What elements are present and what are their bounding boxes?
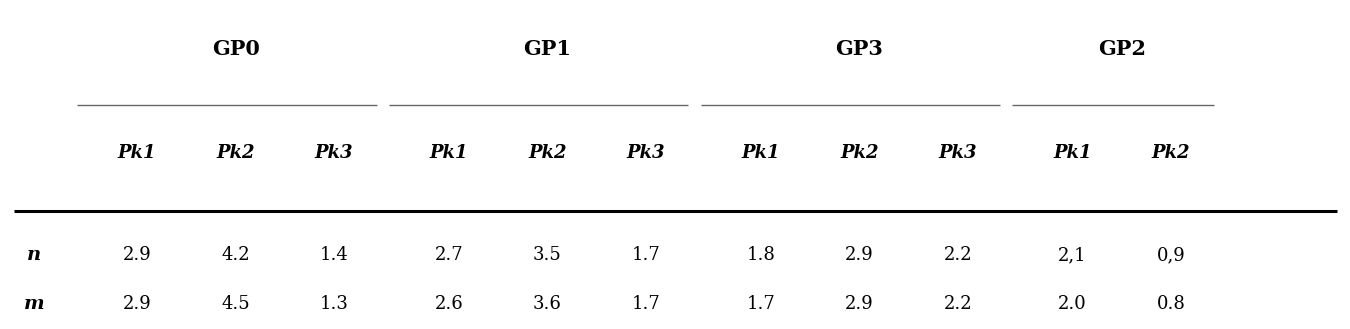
Text: GP0: GP0 [212, 39, 259, 59]
Text: GP3: GP3 [836, 39, 883, 59]
Text: m: m [23, 295, 45, 313]
Text: GP1: GP1 [524, 39, 571, 59]
Text: Pk1: Pk1 [741, 144, 780, 162]
Text: 2.7: 2.7 [435, 246, 463, 264]
Text: n: n [27, 246, 40, 264]
Text: Pk3: Pk3 [626, 144, 666, 162]
Text: 4.5: 4.5 [221, 295, 250, 313]
Text: Pk2: Pk2 [840, 144, 879, 162]
Text: 3.6: 3.6 [533, 295, 562, 313]
Text: Pk2: Pk2 [1152, 144, 1191, 162]
Text: Pk1: Pk1 [117, 144, 157, 162]
Text: 2,1: 2,1 [1058, 246, 1087, 264]
Text: 1.7: 1.7 [632, 295, 660, 313]
Text: GP2: GP2 [1098, 39, 1146, 59]
Text: 2.2: 2.2 [944, 295, 972, 313]
Text: Pk1: Pk1 [429, 144, 468, 162]
Text: 1.8: 1.8 [747, 246, 775, 264]
Text: 4.2: 4.2 [221, 246, 250, 264]
Text: 2.6: 2.6 [435, 295, 463, 313]
Text: Pk2: Pk2 [216, 144, 255, 162]
Text: 2.9: 2.9 [845, 295, 873, 313]
Text: 1.7: 1.7 [632, 246, 660, 264]
Text: 2.0: 2.0 [1058, 295, 1087, 313]
Text: 2.9: 2.9 [123, 246, 151, 264]
Text: 1.3: 1.3 [320, 295, 348, 313]
Text: Pk3: Pk3 [315, 144, 354, 162]
Text: 2.9: 2.9 [845, 246, 873, 264]
Text: 1.4: 1.4 [320, 246, 348, 264]
Text: Pk1: Pk1 [1053, 144, 1092, 162]
Text: 1.7: 1.7 [747, 295, 775, 313]
Text: 0,9: 0,9 [1157, 246, 1185, 264]
Text: Pk3: Pk3 [938, 144, 977, 162]
Text: 2.2: 2.2 [944, 246, 972, 264]
Text: 2.9: 2.9 [123, 295, 151, 313]
Text: Pk2: Pk2 [528, 144, 567, 162]
Text: 0.8: 0.8 [1157, 295, 1185, 313]
Text: 3.5: 3.5 [533, 246, 562, 264]
